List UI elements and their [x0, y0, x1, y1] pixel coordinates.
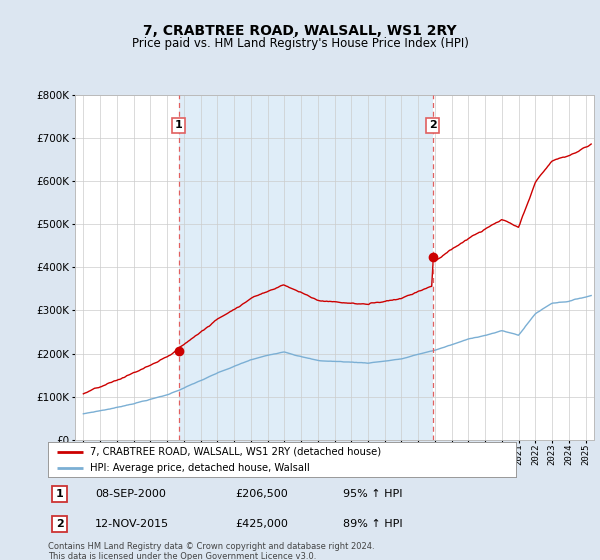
Text: Contains HM Land Registry data © Crown copyright and database right 2024.
This d: Contains HM Land Registry data © Crown c… — [48, 542, 374, 560]
Text: £425,000: £425,000 — [235, 519, 288, 529]
Text: 89% ↑ HPI: 89% ↑ HPI — [343, 519, 403, 529]
Text: HPI: Average price, detached house, Walsall: HPI: Average price, detached house, Wals… — [90, 464, 310, 473]
Bar — [179, 95, 433, 440]
Text: 08-SEP-2000: 08-SEP-2000 — [95, 489, 166, 499]
Text: 2: 2 — [429, 120, 437, 130]
Text: 12-NOV-2015: 12-NOV-2015 — [95, 519, 169, 529]
Text: 7, CRABTREE ROAD, WALSALL, WS1 2RY: 7, CRABTREE ROAD, WALSALL, WS1 2RY — [143, 24, 457, 38]
Text: Price paid vs. HM Land Registry's House Price Index (HPI): Price paid vs. HM Land Registry's House … — [131, 37, 469, 50]
Text: 1: 1 — [56, 489, 64, 499]
Text: 1: 1 — [175, 120, 182, 130]
Text: £206,500: £206,500 — [235, 489, 288, 499]
Text: 2: 2 — [56, 519, 64, 529]
Text: 7, CRABTREE ROAD, WALSALL, WS1 2RY (detached house): 7, CRABTREE ROAD, WALSALL, WS1 2RY (deta… — [90, 447, 381, 457]
Text: 95% ↑ HPI: 95% ↑ HPI — [343, 489, 403, 499]
